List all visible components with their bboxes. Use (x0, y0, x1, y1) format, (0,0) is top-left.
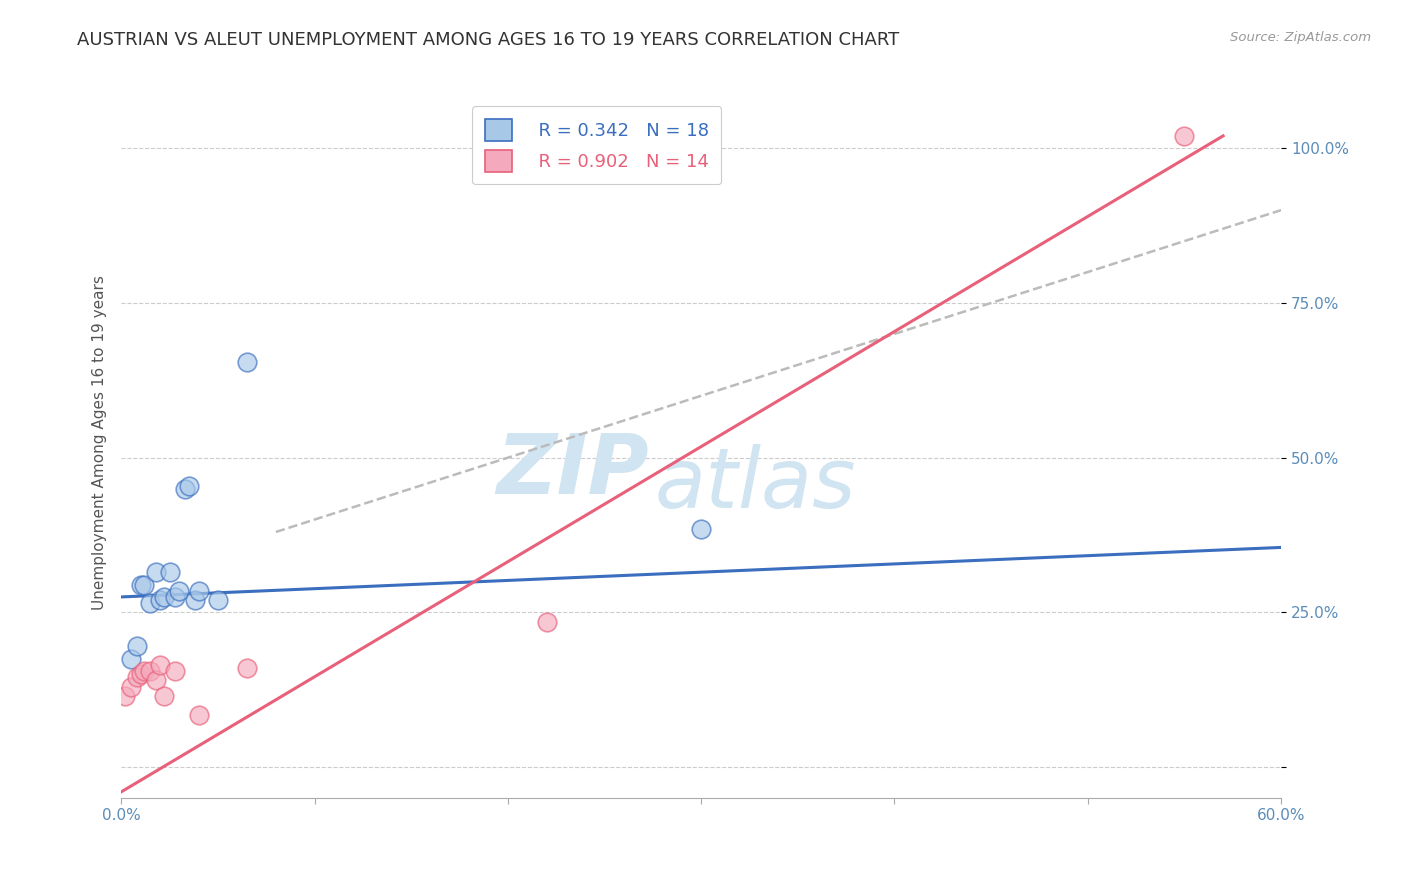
Point (145, 673, 167, 688)
Point (174, 482, 197, 496)
Point (114, 689, 136, 703)
Point (159, 565, 181, 579)
Point (129, 667, 152, 681)
Point (152, 689, 174, 703)
Point (120, 652, 142, 666)
Point (139, 664, 162, 678)
Point (165, 664, 187, 678)
Y-axis label: Unemployment Among Ages 16 to 19 years: Unemployment Among Ages 16 to 19 years (93, 275, 107, 609)
Point (152, 590, 174, 604)
Point (187, 583, 209, 598)
Point (167, 583, 190, 598)
Point (187, 707, 209, 722)
Point (129, 577, 152, 591)
Point (134, 577, 156, 591)
Point (236, 355, 259, 369)
Legend:   R = 0.342   N = 18,   R = 0.902   N = 14: R = 0.342 N = 18, R = 0.902 N = 14 (472, 106, 721, 185)
Point (134, 664, 156, 678)
Point (536, 615, 558, 629)
Point (177, 478, 200, 492)
Point (125, 670, 148, 684)
Text: ZIP: ZIP (496, 430, 650, 511)
Point (149, 658, 172, 673)
Point (149, 593, 172, 607)
Point (236, 661, 259, 675)
Point (125, 640, 148, 654)
Point (120, 680, 142, 694)
Text: Source: ZipAtlas.com: Source: ZipAtlas.com (1230, 31, 1371, 45)
Text: atlas: atlas (655, 444, 856, 525)
Point (145, 565, 167, 579)
Point (165, 590, 187, 604)
Point (183, 593, 205, 607)
Point (207, 593, 229, 607)
Text: AUSTRIAN VS ALEUT UNEMPLOYMENT AMONG AGES 16 TO 19 YEARS CORRELATION CHART: AUSTRIAN VS ALEUT UNEMPLOYMENT AMONG AGE… (77, 31, 900, 49)
Point (690, 522, 713, 536)
Point (1173, 128, 1195, 143)
Point (139, 596, 162, 610)
